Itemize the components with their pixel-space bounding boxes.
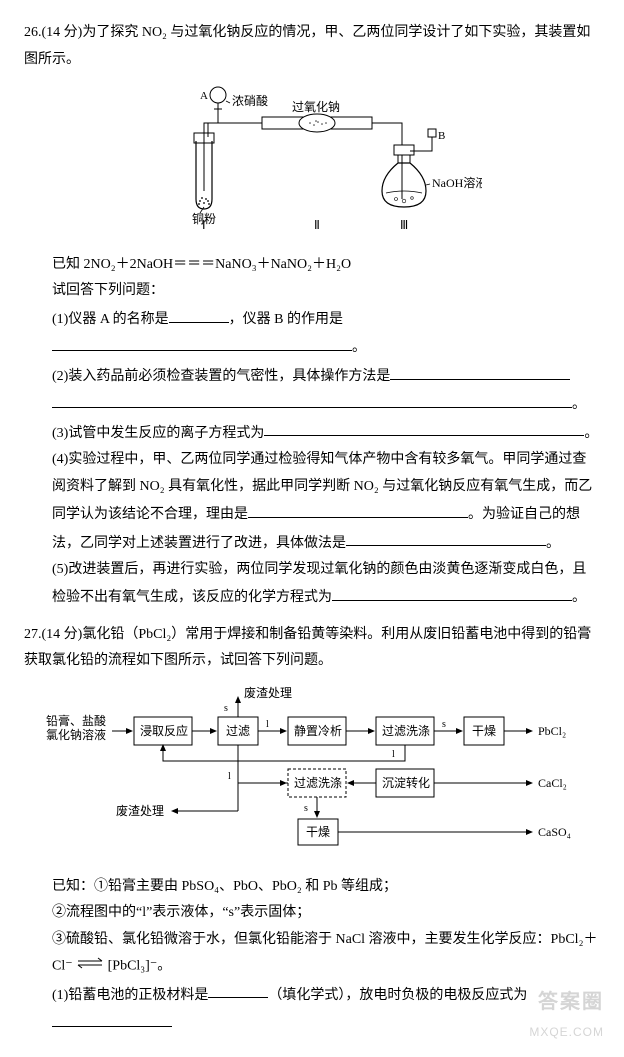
label-l3: l <box>228 771 231 782</box>
watermark: 答案圈 MXQE.COM <box>529 983 604 1044</box>
funnel-a: A <box>200 87 226 191</box>
tube-2-na2o2 <box>262 114 372 132</box>
label-naoh: NaOH溶液 <box>432 175 482 190</box>
q27-intro: 氯化铅（PbCl₂）常用于焊接和制备铅黄等染料。利用从废旧铅蓄电池中得到的铅膏获… <box>24 627 591 669</box>
q26-p2: (2)装入药品前必须检查装置的气密性，具体操作方法是 <box>52 362 600 390</box>
box-b5: 干燥 <box>472 724 496 738</box>
blank <box>208 981 268 999</box>
q26-p3: (3)试管中发生反应的离子方程式为。 <box>52 419 600 447</box>
roman-1: Ⅰ <box>202 218 206 231</box>
q26-intro: 为了探究 NO₂ 与过氧化钠反应的情况，甲、乙两位同学设计了如下实验，其装置如图… <box>24 25 590 67</box>
q27-number: 27. <box>24 627 42 642</box>
q26-points: (14 分) <box>42 25 83 40</box>
watermark-site: MXQE.COM <box>529 1021 604 1044</box>
out-caso4: CaSO₄ <box>538 825 571 839</box>
label-s3: s <box>304 803 308 814</box>
q27-p1a: (1)铅蓄电池的正极材料是 <box>52 987 208 1002</box>
box-b7: 沉淀转化 <box>382 775 430 790</box>
q26-p5: (5)改进装置后，再进行实验，两位同学发现过氧化钠的颜色由淡黄色逐渐变成白色，且… <box>52 557 600 612</box>
flowchart-svg: 铅膏、盐酸 氯化钠溶液 浸取反应 过滤 s 废渣处理 l 静置冷析 过滤洗涤 s… <box>42 683 582 853</box>
watermark-brand: 答案圈 <box>529 983 604 1021</box>
label-s1: s <box>224 703 228 714</box>
box-b3: 静置冷析 <box>294 724 342 738</box>
q26-p2-line2: 。 <box>52 390 600 418</box>
q27-points: (14 分) <box>42 627 83 642</box>
q26-p4: (4)实验过程中，甲、乙两位同学通过检验得知气体产物中含有较多氧气。甲同学通过查… <box>52 447 600 557</box>
q26-answer-label: 试回答下列问题： <box>52 278 600 305</box>
waste-bottom: 废渣处理 <box>116 803 164 818</box>
label-na2o2: 过氧化钠 <box>292 99 340 114</box>
box-b1: 浸取反应 <box>140 723 188 738</box>
q27-p1b: （填化学式），放电时负极的电极反应式为 <box>268 987 527 1002</box>
roman-3: Ⅲ <box>400 218 408 231</box>
blank <box>248 500 468 518</box>
q26-p2-text: (2)装入药品前必须检查装置的气密性，具体操作方法是 <box>52 369 390 384</box>
out-pbcl2: PbCl₂ <box>538 724 566 738</box>
q27-known: 已知：①铅膏主要由 PbSO₄、PbO、PbO₂ 和 Pb 等组成； <box>52 874 600 901</box>
q27-p1: (1)铅蓄电池的正极材料是 （填化学式），放电时负极的电极反应式为 <box>52 981 600 1038</box>
box-b6: 过滤洗涤 <box>294 776 342 790</box>
q26-p1b: ，仪器 B 的作用是 <box>229 312 343 327</box>
input-line1: 铅膏、盐酸 <box>46 713 106 728</box>
blank <box>346 529 546 547</box>
blank <box>52 333 352 351</box>
apparatus-svg: A 浓硝酸 过氧化钠 B NaOH溶液 铜粉 Ⅰ Ⅱ <box>142 81 482 231</box>
q27-known1: ①铅膏主要由 PbSO₄、PbO、PbO₂ 和 Pb 等组成； <box>94 879 397 894</box>
blank <box>52 1009 172 1027</box>
label-l2: l <box>392 749 395 760</box>
blank <box>390 362 570 380</box>
q26-p1a: (1)仪器 A 的名称是 <box>52 312 169 327</box>
question-27: 27.(14 分)氯化铅（PbCl₂）常用于焊接和制备铅黄等染料。利用从废旧铅蓄… <box>24 622 600 675</box>
box-b2: 过滤 <box>226 724 250 738</box>
blank <box>169 305 229 323</box>
blank <box>52 390 572 408</box>
equil-symbol <box>76 953 104 980</box>
waste-top: 废渣处理 <box>244 685 292 700</box>
box-b4: 过滤洗涤 <box>382 724 430 738</box>
label-b: B <box>438 130 445 142</box>
q27-known3b: [PbCl₃]⁻。 <box>108 959 172 974</box>
q26-p1: (1)仪器 A 的名称是，仪器 B 的作用是。 <box>52 305 600 362</box>
q27-flowchart: 铅膏、盐酸 氯化钠溶液 浸取反应 过滤 s 废渣处理 l 静置冷析 过滤洗涤 s… <box>24 683 600 864</box>
q27-known2: ②流程图中的“l”表示液体，“s”表示固体； <box>52 900 600 927</box>
flask-3: B <box>382 129 445 207</box>
q26-number: 26. <box>24 25 42 40</box>
q27-known3: ③硫酸铅、氯化铅微溶于水，但氯化铅能溶于 NaCl 溶液中，主要发生化学反应：P… <box>52 927 600 981</box>
label-s2: s <box>442 719 446 730</box>
q27-known-label: 已知： <box>52 879 94 894</box>
q26-apparatus-diagram: A 浓硝酸 过氧化钠 B NaOH溶液 铜粉 Ⅰ Ⅱ <box>24 81 600 242</box>
q26-known: 已知 2NO₂＋2NaOH＝＝＝NaNO₃＋NaNO₂＋H₂O <box>52 252 600 279</box>
q26-p3-text: (3)试管中发生反应的离子方程式为 <box>52 425 264 440</box>
blank <box>332 583 572 601</box>
input-line2: 氯化钠溶液 <box>46 727 106 742</box>
question-26: 26.(14 分)为了探究 NO₂ 与过氧化钠反应的情况，甲、乙两位同学设计了如… <box>24 20 600 73</box>
blank <box>264 419 584 437</box>
roman-2: Ⅱ <box>314 218 320 231</box>
label-a: A <box>200 90 208 102</box>
out-cacl2: CaCl₂ <box>538 776 567 790</box>
label-l1: l <box>266 719 269 730</box>
box-b8: 干燥 <box>306 825 330 839</box>
label-hno3: 浓硝酸 <box>232 93 268 108</box>
